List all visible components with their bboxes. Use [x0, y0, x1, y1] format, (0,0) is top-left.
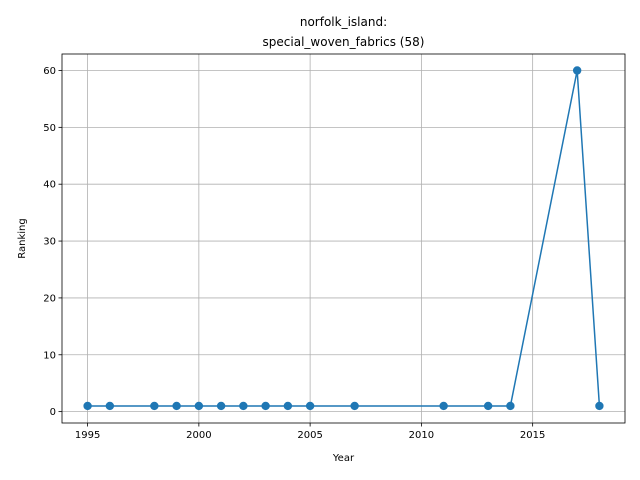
- y-tick-label: 50: [43, 123, 56, 134]
- y-tick-label: 0: [50, 407, 56, 418]
- y-axis-label: Ranking: [17, 218, 28, 258]
- data-point: [506, 401, 515, 411]
- y-tick-label: 40: [43, 180, 56, 191]
- x-axis-label: Year: [332, 453, 355, 464]
- data-point: [283, 401, 293, 411]
- data-point: [305, 401, 315, 411]
- data-point: [83, 401, 92, 411]
- data-point: [150, 401, 159, 411]
- data-point: [483, 401, 493, 411]
- data-point: [261, 401, 270, 411]
- y-tick-label: 10: [43, 350, 56, 361]
- plot-frame: [61, 53, 626, 424]
- data-point: [105, 401, 115, 411]
- x-tick-label: 2015: [520, 430, 545, 441]
- x-tick-label: 2005: [297, 430, 322, 441]
- x-tick-label: 2010: [409, 430, 434, 441]
- y-tick-label: 20: [43, 293, 56, 304]
- grid-lines: [62, 54, 625, 423]
- x-tick-label: 1995: [75, 430, 100, 441]
- series-layer: [83, 66, 604, 411]
- data-point: [239, 401, 248, 411]
- data-point: [172, 401, 181, 411]
- data-point: [595, 401, 604, 411]
- data-point: [194, 401, 204, 411]
- data-point: [216, 401, 226, 411]
- x-tick-label: 2000: [186, 430, 211, 441]
- chart-title-line-2: special_woven_fabrics (58): [263, 35, 425, 49]
- chart-title-line-1: norfolk_island:: [300, 15, 387, 29]
- y-tick-label: 30: [43, 237, 56, 248]
- data-point: [572, 66, 582, 75]
- y-tick-label: 60: [43, 66, 56, 77]
- data-point: [439, 401, 448, 411]
- data-point: [350, 401, 359, 411]
- axis-ticks: 1995 2000 2005 2010 2015 0 10 20 30 40 50 60: [43, 66, 545, 441]
- series-line: [87, 69, 601, 407]
